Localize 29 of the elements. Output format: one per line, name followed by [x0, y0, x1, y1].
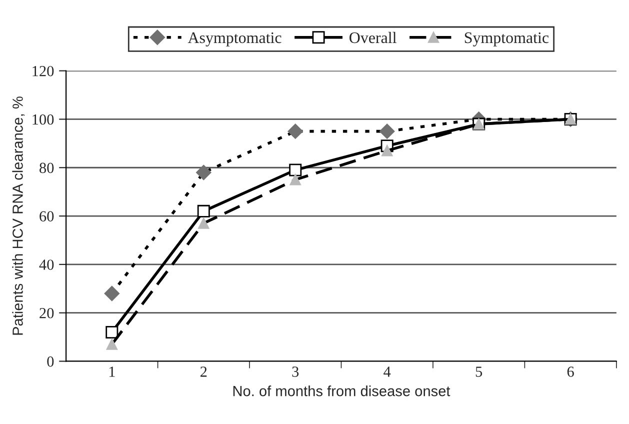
x-tick-label: 2	[200, 366, 207, 377]
point	[106, 338, 118, 350]
x-tick-label: 1	[109, 366, 115, 377]
x-tick-label: 4	[384, 366, 391, 377]
y-tick-label: 0	[47, 356, 54, 367]
y-tick-label: 80	[40, 162, 54, 174]
point	[380, 124, 395, 139]
y-tick-label: 40	[39, 260, 54, 270]
y-tick-label: 100	[32, 114, 54, 125]
y-tick-label: 60	[40, 211, 54, 222]
point	[290, 174, 301, 186]
point	[106, 326, 118, 338]
x-tick-label: 3	[292, 366, 299, 377]
legend-label: Asymptomatic	[188, 32, 282, 46]
point	[196, 164, 212, 180]
y-axis-title: Patients with HCV RNA clearance, %	[12, 96, 25, 335]
x-tick-label: 6	[567, 366, 574, 377]
legend-label: Overall	[350, 32, 396, 44]
x-axis-title: No. of months from disease onset	[233, 386, 450, 396]
point	[289, 164, 302, 176]
point	[197, 204, 210, 218]
point	[198, 218, 210, 229]
x-tick-label: 5	[476, 366, 482, 377]
point	[382, 145, 393, 156]
y-tick-label: 20	[40, 308, 54, 318]
point	[288, 124, 303, 139]
legend-label: Symptomatic	[464, 32, 549, 46]
y-tick-label: 120	[32, 66, 54, 76]
point	[104, 286, 120, 302]
